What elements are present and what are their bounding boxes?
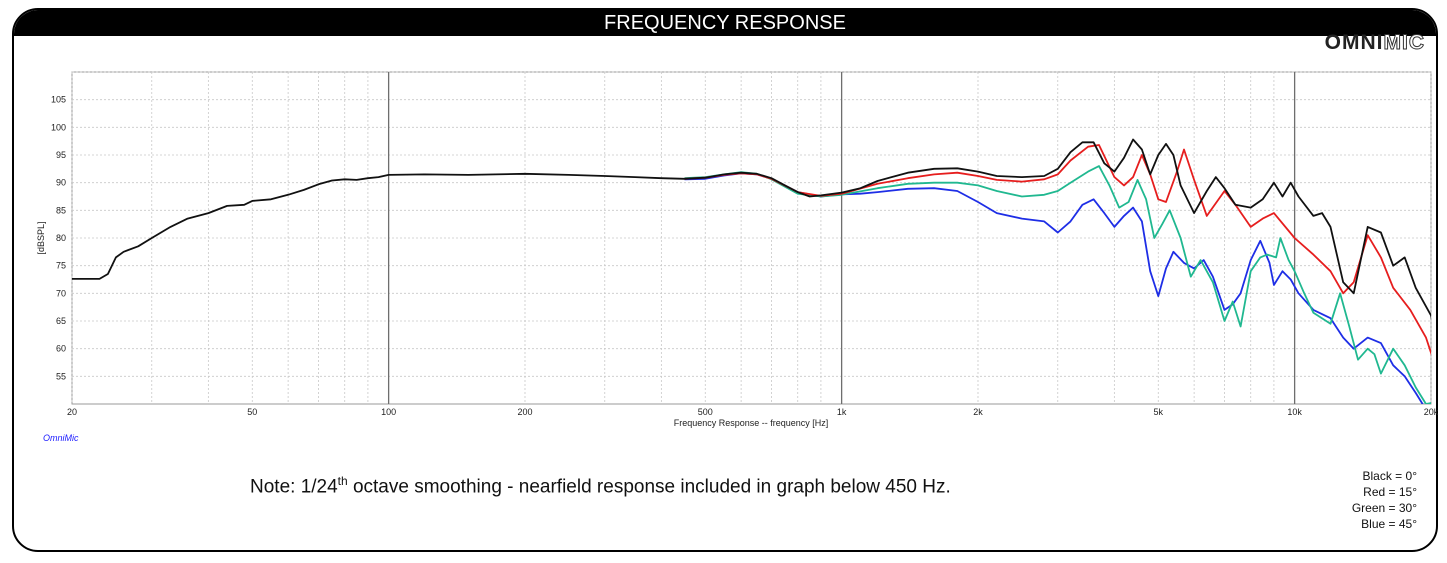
legend-entry-red: Red = 15° [1363,485,1417,499]
y-tick-label: 75 [56,261,66,271]
x-tick-label: 100 [381,407,396,417]
x-tick-label: 500 [698,407,713,417]
y-tick-label: 95 [56,150,66,160]
note-prefix: Note: 1/24 [250,476,338,498]
legend-entry-green: Green = 30° [1351,501,1417,515]
logo-thin-text: MIC [1383,31,1425,55]
legend-entry-blue: Blue = 45° [1361,517,1417,531]
x-tick-label: 20k [1424,407,1439,417]
y-tick-label: 90 [56,178,66,188]
smoothing-note: Note: 1/24th octave smoothing - nearfiel… [250,474,951,498]
x-tick-label: 50 [247,407,257,417]
note-suffix: octave smoothing - nearfield response in… [347,476,951,498]
x-tick-label: 200 [517,407,532,417]
y-tick-label: 70 [56,288,66,298]
header-title: FREQUENCY RESPONSE [14,10,1436,36]
note-superscript: th [337,474,348,488]
x-tick-label: 2k [973,407,983,417]
series-line-e61e1e [684,144,1431,356]
series-line-20b890 [684,165,1431,404]
y-tick-labels: 55 60 65 70 75 80 85 90 95 100 105 [51,95,66,382]
y-tick-label: 60 [56,344,66,354]
omnimic-logo: OMNIMIC [1325,31,1425,55]
series-lines [72,138,1431,404]
x-tick-label: 10k [1287,407,1302,417]
x-axis-label: Frequency Response -- frequency [Hz] [674,418,829,428]
y-tick-label: 100 [51,122,66,132]
series-line-1e2ee6 [684,172,1424,404]
x-tick-label: 5k [1154,407,1164,417]
y-axis-label: [dBSPL] [36,221,46,254]
y-tick-label: 105 [51,95,66,105]
y-tick-label: 65 [56,316,66,326]
x-tick-label: 1k [837,407,847,417]
y-tick-label: 80 [56,233,66,243]
y-tick-label: 85 [56,205,66,215]
y-tick-label: 55 [56,371,66,381]
legend-entry-black: Black = 0° [1362,469,1418,483]
omnimic-source-label: OmniMic [43,433,79,443]
x-tick-labels: 20 50 100 200 500 1k 2k 5k 10k 20k [67,407,1439,417]
logo-bold-text: OMNI [1324,31,1384,54]
angle-legend: Black = 0° Red = 15° Green = 30° Blue = … [1352,468,1417,532]
minor-gridlines [71,71,1432,404]
x-tick-label: 20 [67,407,77,417]
plot-area [71,71,1432,405]
series-line-111111 [72,138,1431,320]
